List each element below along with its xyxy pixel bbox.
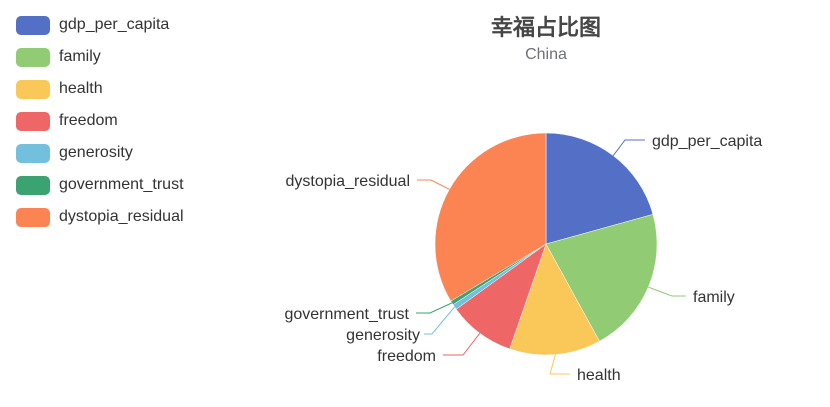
chart-title: 幸福占比图 xyxy=(490,15,601,40)
slice-label-gdp-per-capita: gdp_per_capita xyxy=(652,133,762,150)
legend-label: generosity xyxy=(59,144,133,161)
slice-label-generosity: generosity xyxy=(346,327,420,344)
legend-label: health xyxy=(59,80,103,97)
legend-swatch xyxy=(16,47,50,67)
slice-label-government-trust: government_trust xyxy=(284,306,409,323)
pie-slice-dystopia-residual[interactable] xyxy=(434,132,547,302)
slice-label-freedom: freedom xyxy=(377,348,436,365)
leader-line-dystopia-residual xyxy=(417,179,450,190)
slice-label-family: family xyxy=(693,289,735,306)
legend-swatch xyxy=(16,79,50,99)
pie-slice-family[interactable] xyxy=(545,214,658,342)
leader-line-gdp-per-capita xyxy=(612,139,645,156)
leader-line-generosity xyxy=(424,306,455,335)
legend-label: freedom xyxy=(59,112,118,129)
legend-item-government-trust[interactable]: government_trust xyxy=(16,169,184,201)
legend: gdp_per_capita family health freedom gen… xyxy=(16,9,184,233)
legend-swatch xyxy=(16,143,50,163)
legend-swatch xyxy=(16,15,50,35)
leader-line-freedom xyxy=(443,332,481,356)
legend-item-family[interactable]: family xyxy=(16,41,184,73)
legend-label: dystopia_residual xyxy=(59,208,184,225)
chart-subtitle: China xyxy=(525,46,567,63)
slice-label-health: health xyxy=(577,367,621,384)
legend-label: government_trust xyxy=(59,176,184,193)
legend-item-freedom[interactable]: freedom xyxy=(16,105,184,137)
legend-swatch xyxy=(16,175,50,195)
leader-line-government-trust xyxy=(416,302,453,314)
legend-label: gdp_per_capita xyxy=(59,16,170,33)
leader-line-family xyxy=(648,286,686,297)
legend-label: family xyxy=(59,48,101,65)
legend-item-gdp-per-capita[interactable]: gdp_per_capita xyxy=(16,9,184,41)
legend-item-dystopia-residual[interactable]: dystopia_residual xyxy=(16,201,184,233)
slice-label-dystopia-residual: dystopia_residual xyxy=(285,173,410,190)
legend-item-generosity[interactable]: generosity xyxy=(16,137,184,169)
leader-line-health xyxy=(549,354,570,375)
pie-slice-gdp-per-capita[interactable] xyxy=(545,132,654,245)
legend-item-health[interactable]: health xyxy=(16,73,184,105)
pie-slice-health[interactable] xyxy=(509,243,600,356)
legend-swatch xyxy=(16,207,50,227)
legend-swatch xyxy=(16,111,50,131)
